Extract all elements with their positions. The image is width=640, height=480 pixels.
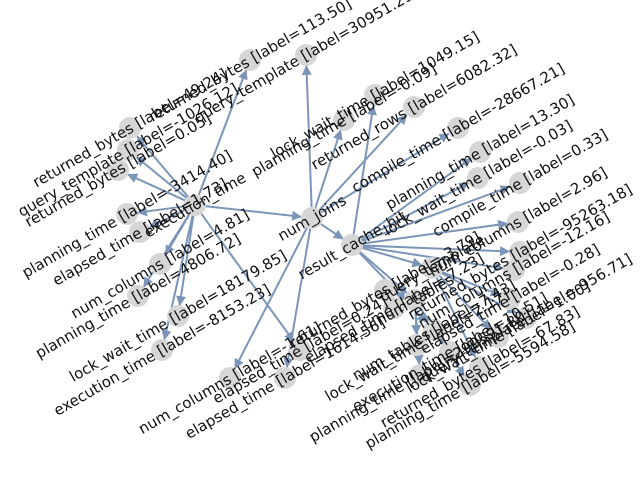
node-layer	[107, 44, 537, 396]
node-n7[interactable]	[403, 96, 425, 118]
edge-hub_mid-hub_rc	[320, 223, 344, 240]
node-label-hub_mid: num_joins	[275, 191, 350, 246]
node-n13[interactable]	[509, 172, 531, 194]
edge-hub_qt-n19	[441, 271, 501, 297]
node-n23[interactable]	[487, 326, 509, 348]
node-n22[interactable]	[289, 339, 311, 361]
edge-hub_left-n6	[136, 205, 185, 217]
node-n35[interactable]	[107, 159, 129, 181]
node-n29[interactable]	[439, 341, 461, 363]
node-n1[interactable]	[239, 49, 261, 71]
node-n32[interactable]	[409, 364, 431, 386]
node-n34[interactable]	[117, 139, 139, 161]
node-n21[interactable]	[515, 307, 537, 329]
edge-hub_qt-n23	[438, 275, 492, 330]
edge-hub_rc-n14	[362, 219, 509, 245]
node-n19[interactable]	[499, 288, 521, 310]
node-n9[interactable]	[129, 221, 151, 243]
node-n16[interactable]	[509, 241, 531, 263]
node-n2[interactable]	[295, 44, 317, 66]
edge-hub_rc-n10	[360, 157, 472, 240]
node-n18[interactable]	[503, 259, 525, 281]
edge-hub_mid-n24	[234, 227, 308, 370]
edge-hub_mid-n2	[301, 64, 313, 208]
node-n27[interactable]	[274, 367, 296, 389]
node-n15[interactable]	[127, 285, 149, 307]
node-n11[interactable]	[467, 167, 489, 189]
node-n26[interactable]	[469, 356, 491, 378]
edge-hub_rc-n3	[352, 104, 377, 235]
edge-hub_rc-hub_qt	[362, 247, 423, 268]
edge-hub_left-n22	[200, 213, 295, 342]
edge-hub_left-n34	[135, 156, 188, 199]
edge-hub_mid-n7	[318, 114, 408, 211]
node-n30[interactable]	[423, 319, 445, 341]
node-n31[interactable]	[406, 334, 428, 356]
edge-hub_mid-n5	[314, 129, 343, 208]
node-n25[interactable]	[374, 279, 396, 301]
node-n17[interactable]	[167, 305, 189, 327]
node-hub_nt[interactable]	[404, 289, 426, 311]
node-n6[interactable]	[116, 203, 138, 225]
node-n3[interactable]	[364, 84, 386, 106]
edge-hub_left-n1	[197, 69, 248, 196]
node-hub_mid[interactable]	[301, 207, 323, 229]
node-label-n11: lock_wait_time [label=-0.03]	[380, 117, 576, 241]
node-n14[interactable]	[507, 211, 529, 233]
node-n8[interactable]	[447, 117, 469, 139]
edge-hub_left-hub_mid	[205, 205, 303, 221]
edge-hub_nt-n25	[394, 291, 406, 302]
node-n5[interactable]	[333, 109, 355, 131]
edge-hub_rc-hub_nt	[359, 251, 408, 294]
edge-hub_left-n9	[148, 208, 186, 229]
node-n33[interactable]	[383, 297, 405, 319]
node-n12[interactable]	[149, 253, 171, 275]
node-n10[interactable]	[469, 141, 491, 163]
node-n24[interactable]	[219, 367, 241, 389]
node-n4[interactable]	[119, 117, 141, 139]
edge-layer	[127, 64, 518, 377]
edge-hub_rc-n16	[362, 244, 511, 257]
node-hub_left[interactable]	[184, 194, 206, 216]
edge-hub_rc-n13	[361, 185, 511, 243]
node-n28[interactable]	[459, 374, 481, 396]
node-hub_rc[interactable]	[341, 234, 363, 256]
edge-hub_mid-n8	[320, 132, 450, 214]
edge-hub_qt-n26	[435, 277, 477, 359]
edge-hub_left-n15	[142, 213, 191, 288]
edge-hub_left-n4	[136, 135, 189, 198]
edge-hub_rc-n11	[361, 182, 470, 241]
node-hub_qt[interactable]	[421, 257, 443, 279]
edge-hub_left-n35	[127, 173, 186, 202]
node-n20[interactable]	[151, 339, 173, 361]
edge-hub_left-n17	[176, 215, 195, 307]
